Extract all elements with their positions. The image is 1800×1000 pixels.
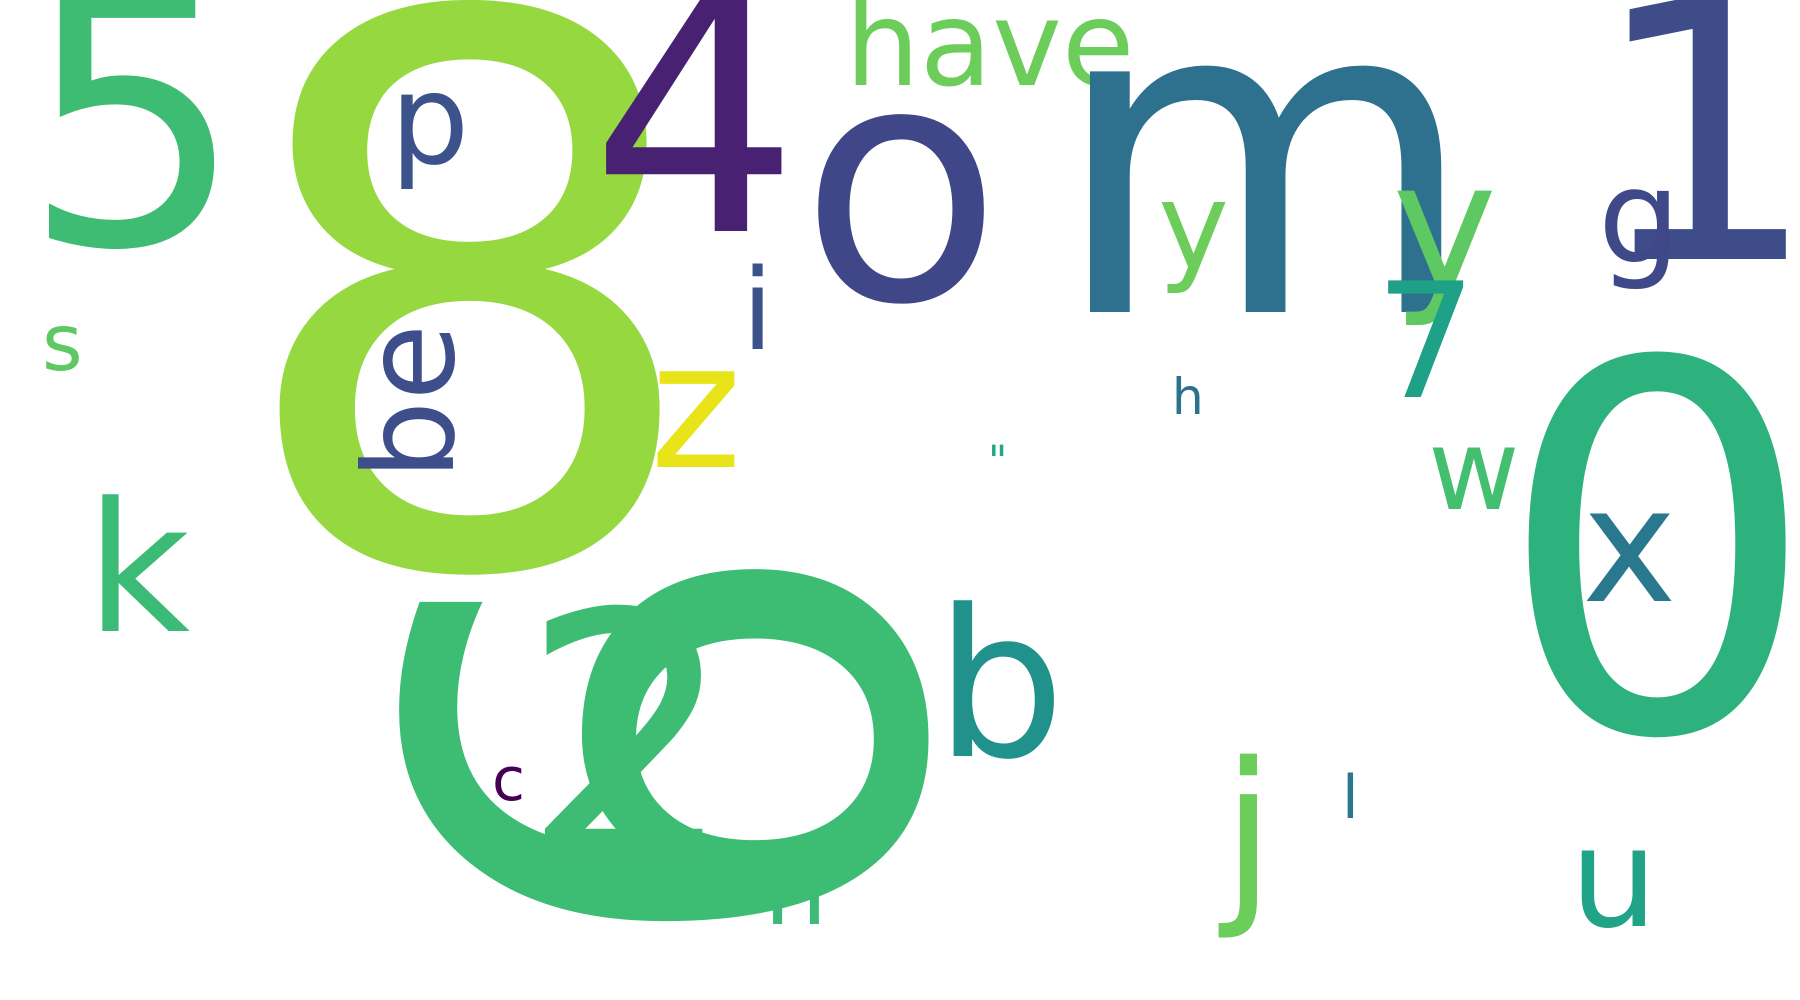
word-4: 4: [590, 0, 800, 309]
word-be: be: [338, 323, 483, 480]
word-o: o: [800, 0, 1002, 377]
word-u: u: [1570, 798, 1658, 959]
word-5: 5: [22, 0, 245, 327]
word-n: n: [764, 831, 828, 948]
word-m: m: [1050, 0, 1479, 416]
word-y-2: y: [1392, 123, 1498, 330]
word-w: w: [1428, 406, 1520, 536]
word-i: i: [742, 246, 774, 376]
word-l: l: [1342, 763, 1359, 833]
word-k: k: [86, 465, 191, 674]
word-h: h: [1172, 368, 1204, 426]
word-z: z: [650, 306, 742, 509]
word-2: 2: [520, 542, 737, 938]
word-0: 0: [1495, 258, 1800, 851]
word-y-1: y: [1158, 158, 1230, 297]
word-x: x: [1582, 452, 1677, 639]
word-c: c: [492, 745, 525, 815]
word-s: s: [42, 299, 83, 389]
word-b: b: [935, 567, 1066, 805]
word-j: j: [1222, 722, 1275, 943]
word-quote: ": [988, 436, 1008, 485]
word-p: p: [390, 48, 470, 193]
word-7: 7: [1375, 248, 1477, 435]
word-8: 8: [228, 0, 712, 744]
word-g: g: [1598, 141, 1681, 293]
word-1: 1: [1590, 0, 1800, 344]
word-have: have: [845, 0, 1135, 113]
